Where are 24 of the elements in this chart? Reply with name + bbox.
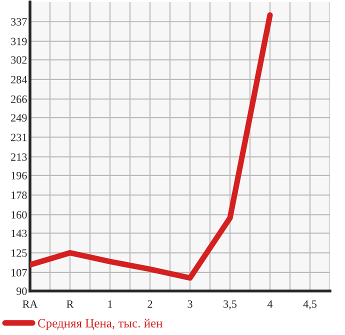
y-tick-label: 107 bbox=[12, 268, 27, 276]
y-tick-label: 266 bbox=[11, 96, 27, 104]
x-tick-label: 3 bbox=[188, 300, 192, 308]
x-tick-label: R bbox=[66, 300, 74, 308]
y-tick-label: 337 bbox=[11, 18, 27, 26]
y-tick-label: 160 bbox=[12, 211, 27, 219]
y-tick-label: 231 bbox=[11, 134, 27, 142]
y-tick-label: 196 bbox=[12, 172, 27, 180]
x-tick-label: 3,5 bbox=[224, 300, 237, 310]
x-tick-label: 4 bbox=[267, 300, 273, 308]
legend-label: Средняя Цена, тыс. йен bbox=[38, 318, 162, 330]
y-tick-label: 143 bbox=[12, 230, 27, 238]
y-tick-label: 249 bbox=[11, 114, 27, 122]
y-tick-label: 284 bbox=[11, 76, 28, 84]
x-tick-label: 2 bbox=[148, 300, 152, 308]
y-tick-label: 178 bbox=[12, 191, 27, 199]
x-tick-label: RA bbox=[22, 300, 38, 308]
y-tick-label: 319 bbox=[11, 38, 27, 46]
y-tick-label: 302 bbox=[11, 56, 27, 64]
y-tick-label: 90 bbox=[16, 287, 27, 295]
y-tick-label: 213 bbox=[11, 153, 27, 161]
x-tick-label: 1 bbox=[108, 300, 112, 308]
y-tick-label: 125 bbox=[12, 249, 27, 257]
x-tick-label: 4,5 bbox=[303, 300, 317, 310]
